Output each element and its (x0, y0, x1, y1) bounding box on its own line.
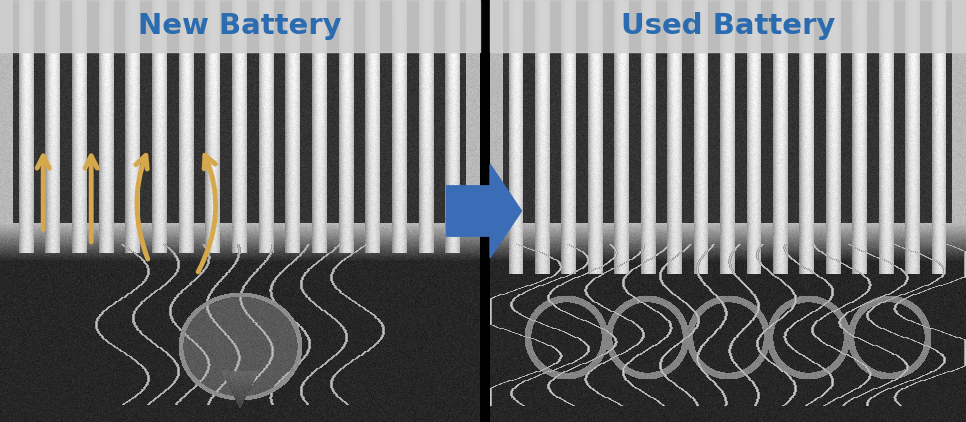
Text: New Battery: New Battery (138, 12, 342, 40)
Text: Used Battery: Used Battery (621, 12, 836, 40)
